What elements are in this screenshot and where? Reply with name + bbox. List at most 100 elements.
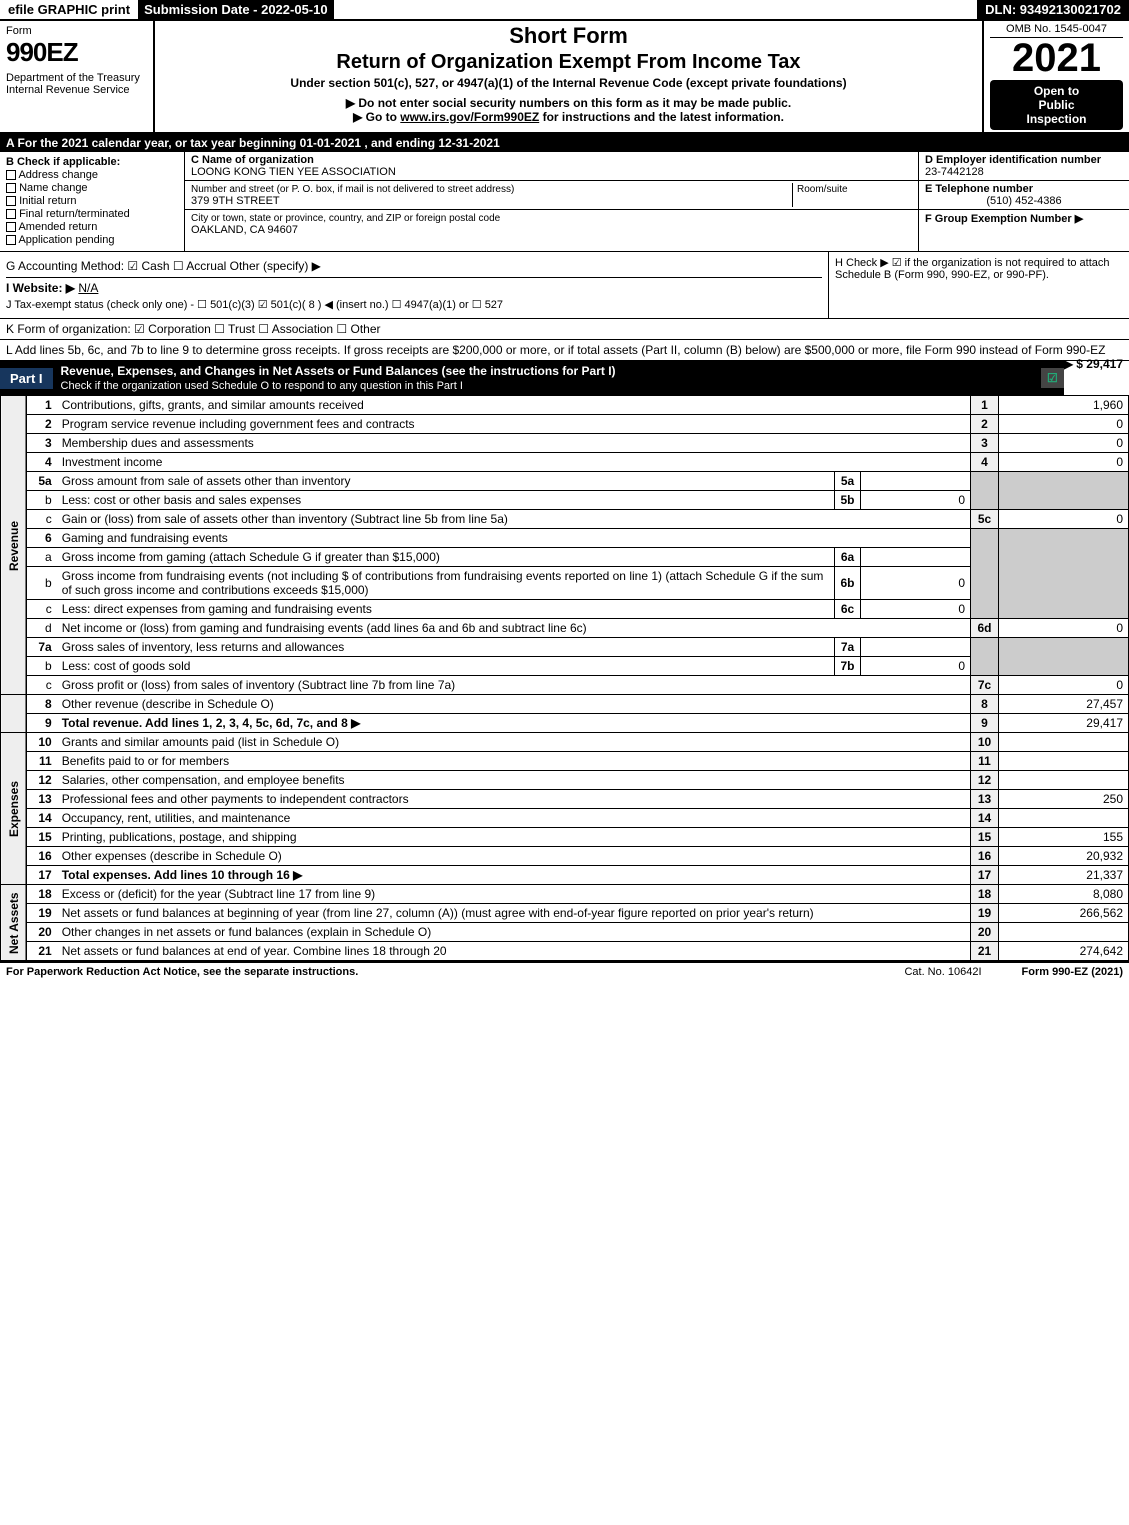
form-number: 990EZ bbox=[6, 37, 147, 68]
tax-year: 2021 bbox=[990, 38, 1123, 78]
l1-code: 1 bbox=[971, 396, 999, 415]
l12-desc: Salaries, other compensation, and employ… bbox=[62, 773, 345, 787]
l7c-desc: Gross profit or (loss) from sales of inv… bbox=[62, 678, 455, 692]
l7a-num: 7a bbox=[26, 638, 57, 657]
l8-amount: 27,457 bbox=[999, 695, 1129, 714]
l6a-desc: Gross income from gaming (attach Schedul… bbox=[62, 550, 440, 564]
expenses-side-label: Expenses bbox=[1, 733, 27, 885]
cb-name-change[interactable]: Name change bbox=[6, 182, 178, 194]
c-name-cell: C Name of organization LOONG KONG TIEN Y… bbox=[185, 152, 918, 181]
form-label: Form bbox=[6, 25, 147, 37]
open2: Public bbox=[994, 98, 1119, 112]
cb-initial-return[interactable]: Initial return bbox=[6, 195, 178, 207]
dept-label: Department of the Treasury Internal Reve… bbox=[6, 72, 147, 96]
part1-title: Revenue, Expenses, and Changes in Net As… bbox=[61, 361, 1041, 395]
l14-amount bbox=[999, 809, 1129, 828]
l5c-num: c bbox=[26, 510, 57, 529]
sub3: ▶ Go to www.irs.gov/Form990EZ for instru… bbox=[161, 110, 976, 124]
l8-code: 8 bbox=[971, 695, 999, 714]
l1-num: 1 bbox=[26, 396, 57, 415]
efile-label: efile GRAPHIC print bbox=[0, 0, 138, 19]
open-inspection: Open to Public Inspection bbox=[990, 80, 1123, 130]
header-center: Short Form Return of Organization Exempt… bbox=[155, 21, 984, 132]
l4-code: 4 bbox=[971, 453, 999, 472]
l7a-desc: Gross sales of inventory, less returns a… bbox=[62, 640, 345, 654]
l5a-num: 5a bbox=[26, 472, 57, 491]
l4-desc: Investment income bbox=[62, 455, 163, 469]
part1-checkbox[interactable]: ☑ bbox=[1041, 368, 1064, 388]
l6d-amount: 0 bbox=[999, 619, 1129, 638]
submission-date: Submission Date - 2022-05-10 bbox=[138, 0, 334, 19]
website-val: N/A bbox=[78, 281, 98, 295]
l15-code: 15 bbox=[971, 828, 999, 847]
l6-num: 6 bbox=[26, 529, 57, 548]
l5b-ic: 5b bbox=[835, 491, 861, 510]
l20-amount bbox=[999, 923, 1129, 942]
l9-num: 9 bbox=[26, 714, 57, 733]
top-bar: efile GRAPHIC print Submission Date - 20… bbox=[0, 0, 1129, 21]
section-bcdef: B Check if applicable: Address change Na… bbox=[0, 152, 1129, 252]
l1-desc: Contributions, gifts, grants, and simila… bbox=[62, 398, 364, 412]
l6d-num: d bbox=[26, 619, 57, 638]
l6d-desc: Net income or (loss) from gaming and fun… bbox=[62, 621, 587, 635]
l16-code: 16 bbox=[971, 847, 999, 866]
l7b-iv: 0 bbox=[861, 657, 971, 676]
cb-application-pending[interactable]: Application pending bbox=[6, 234, 178, 246]
l20-desc: Other changes in net assets or fund bala… bbox=[62, 925, 432, 939]
l7b-desc: Less: cost of goods sold bbox=[62, 659, 191, 673]
l5b-num: b bbox=[26, 491, 57, 510]
l6-grey bbox=[971, 529, 999, 619]
part1-badge: Part I bbox=[0, 368, 53, 389]
l10-code: 10 bbox=[971, 733, 999, 752]
revenue-side-label: Revenue bbox=[1, 396, 27, 695]
phone-val: (510) 452-4386 bbox=[925, 195, 1123, 207]
l7c-amount: 0 bbox=[999, 676, 1129, 695]
l13-num: 13 bbox=[26, 790, 57, 809]
cb-amended-return[interactable]: Amended return bbox=[6, 221, 178, 233]
part1-subtitle: Check if the organization used Schedule … bbox=[61, 380, 463, 392]
l19-amount: 266,562 bbox=[999, 904, 1129, 923]
l21-code: 21 bbox=[971, 942, 999, 961]
l5b-desc: Less: cost or other basis and sales expe… bbox=[62, 493, 301, 507]
d-label: D Employer identification number bbox=[925, 154, 1101, 166]
e-cell: E Telephone number (510) 452-4386 bbox=[919, 181, 1129, 210]
c-label: C Name of organization bbox=[191, 154, 314, 166]
l21-num: 21 bbox=[26, 942, 57, 961]
city-label: City or town, state or province, country… bbox=[191, 213, 500, 224]
l12-amount bbox=[999, 771, 1129, 790]
b-label: B Check if applicable: bbox=[6, 156, 178, 168]
l21-desc: Net assets or fund balances at end of ye… bbox=[62, 944, 447, 958]
netassets-side-label: Net Assets bbox=[1, 885, 27, 961]
l10-desc: Grants and similar amounts paid (list in… bbox=[62, 735, 339, 749]
l3-code: 3 bbox=[971, 434, 999, 453]
city-val: OAKLAND, CA 94607 bbox=[191, 224, 298, 236]
open3: Inspection bbox=[994, 112, 1119, 126]
l5-grey bbox=[971, 472, 999, 510]
line-l: L Add lines 5b, 6c, and 7b to line 9 to … bbox=[0, 340, 1129, 361]
return-title: Return of Organization Exempt From Incom… bbox=[161, 51, 976, 74]
l9-desc: Total revenue. Add lines 1, 2, 3, 4, 5c,… bbox=[62, 716, 348, 730]
cat-no: Cat. No. 10642I bbox=[904, 966, 981, 978]
cb-final-return[interactable]: Final return/terminated bbox=[6, 208, 178, 220]
l2-code: 2 bbox=[971, 415, 999, 434]
l17-desc: Total expenses. Add lines 10 through 16 bbox=[62, 868, 290, 882]
l13-code: 13 bbox=[971, 790, 999, 809]
l11-amount bbox=[999, 752, 1129, 771]
l-text: L Add lines 5b, 6c, and 7b to line 9 to … bbox=[6, 343, 1105, 357]
room-label: Room/suite bbox=[797, 184, 848, 195]
l7b-num: b bbox=[26, 657, 57, 676]
l9-amount: 29,417 bbox=[999, 714, 1129, 733]
l9-code: 9 bbox=[971, 714, 999, 733]
header-right: OMB No. 1545-0047 2021 Open to Public In… bbox=[984, 21, 1129, 132]
cb-address-change[interactable]: Address change bbox=[6, 169, 178, 181]
l16-amount: 20,932 bbox=[999, 847, 1129, 866]
part1-title-text: Revenue, Expenses, and Changes in Net As… bbox=[61, 364, 616, 378]
l6c-iv: 0 bbox=[861, 600, 971, 619]
irs-link[interactable]: www.irs.gov/Form990EZ bbox=[400, 110, 539, 124]
l17-amount: 21,337 bbox=[999, 866, 1129, 885]
l8-num: 8 bbox=[26, 695, 57, 714]
form-header: Form 990EZ Department of the Treasury In… bbox=[0, 21, 1129, 134]
l15-num: 15 bbox=[26, 828, 57, 847]
l4-num: 4 bbox=[26, 453, 57, 472]
l6a-num: a bbox=[26, 548, 57, 567]
